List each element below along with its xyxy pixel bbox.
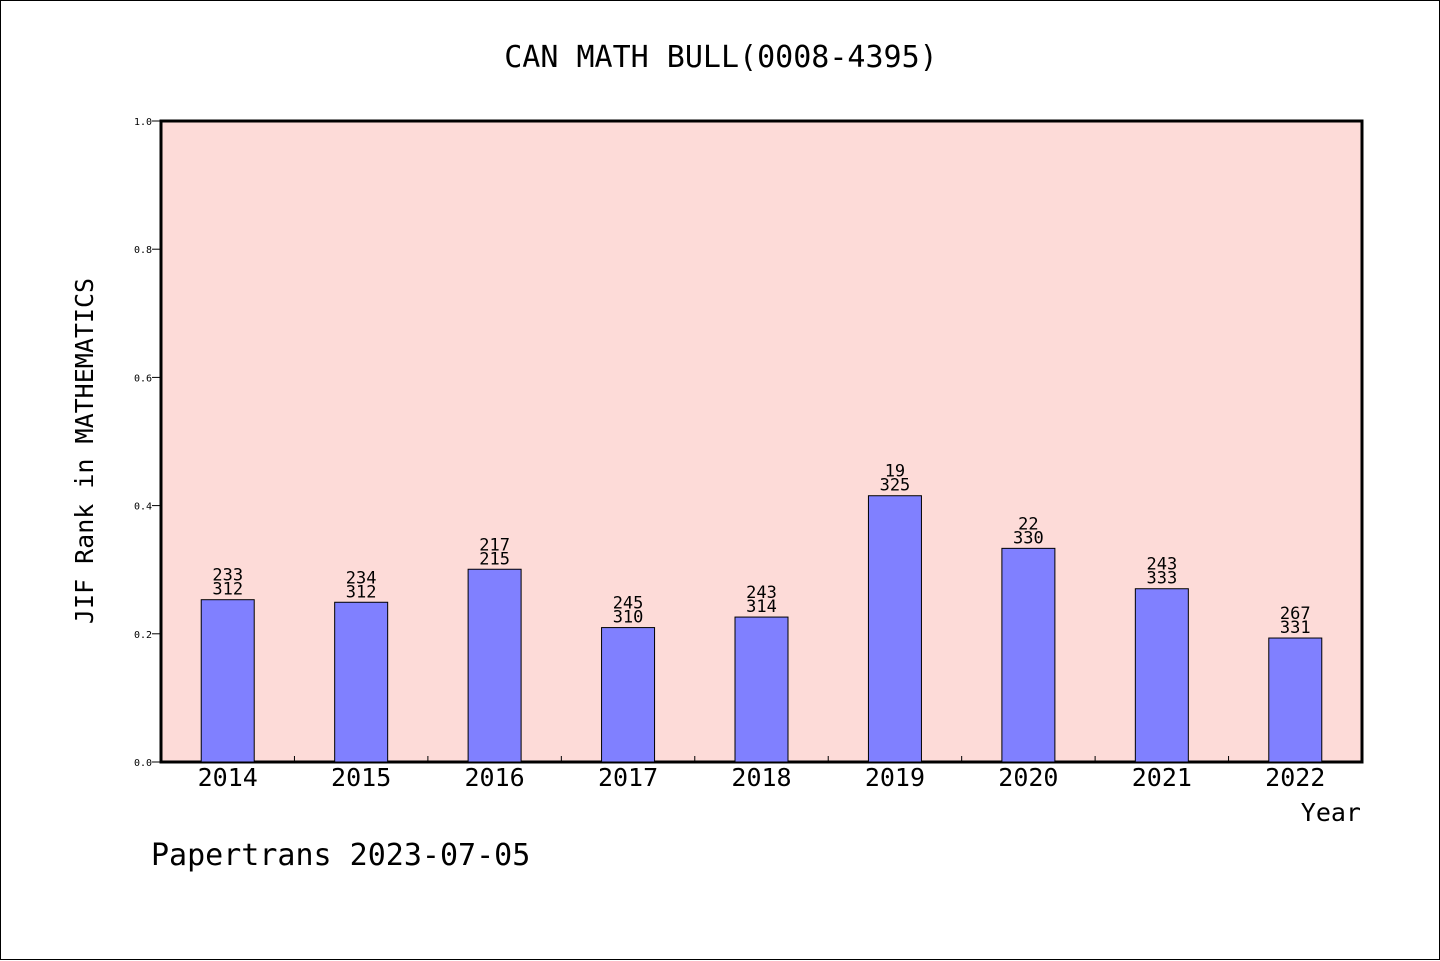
y-tick-label: 0.4 (134, 502, 152, 513)
y-axis-label: JIF Rank in MATHEMATICS (70, 278, 99, 624)
bar-rank-label: 19 (885, 462, 905, 482)
x-tick-label: 2018 (731, 763, 791, 792)
bar-2016 (467, 568, 522, 763)
bar-total-label: 330 (1013, 528, 1044, 548)
chart-title: CAN MATH BULL(0008-4395) (504, 40, 937, 75)
bar-total-label: 310 (613, 608, 644, 628)
bar-2022 (1268, 637, 1323, 763)
x-axis-label: Year (1301, 798, 1361, 827)
x-tick-label: 2014 (198, 763, 258, 792)
bar-rank-label: 267 (1280, 604, 1311, 624)
x-tick-label: 2016 (465, 763, 525, 792)
bar-2018 (734, 616, 789, 763)
y-tick-label: 1.0 (134, 117, 152, 128)
bar-rank-label: 234 (346, 568, 377, 588)
x-tick-label: 2022 (1265, 763, 1325, 792)
bars: 2333122343122172152453102433141932522330… (200, 462, 1323, 763)
x-axis: 2014 2015 2016 2017 2018 2019 2020 2021 2022 (198, 756, 1325, 792)
y-tick-label: 0.8 (134, 245, 152, 256)
bar-rank-label: 243 (1146, 555, 1177, 575)
y-tick-label: 0.6 (134, 373, 152, 384)
bar-2017 (601, 627, 656, 763)
bar-total-label: 312 (212, 580, 243, 600)
y-tick-label: 0.2 (134, 630, 152, 641)
x-tick-label: 2020 (998, 763, 1058, 792)
bar-total-label: 314 (746, 597, 777, 617)
y-tick-label: 0.0 (134, 758, 152, 769)
bar-total-label: 215 (479, 549, 510, 569)
bar-rank-label: 217 (479, 535, 510, 555)
bar-total-label: 312 (346, 582, 377, 602)
x-tick-label: 2017 (598, 763, 658, 792)
x-tick-label: 2019 (865, 763, 925, 792)
x-tick-label: 2015 (331, 763, 391, 792)
bar-total-label: 333 (1146, 569, 1177, 589)
bar-total-label: 325 (880, 476, 911, 496)
bar-2021 (1134, 588, 1189, 763)
bar-2019 (867, 495, 922, 763)
bar-total-label: 331 (1280, 618, 1311, 638)
y-axis: 0.0 0.2 0.4 0.6 0.8 1.0 (134, 117, 161, 769)
bar-2015 (334, 601, 389, 763)
bar-2020 (1001, 547, 1056, 763)
bar-rank-label: 22 (1018, 514, 1038, 534)
x-tick-label: 2021 (1132, 763, 1192, 792)
bar-2014 (200, 599, 255, 763)
bar-rank-label: 233 (212, 566, 243, 586)
bar-rank-label: 245 (613, 594, 644, 614)
bar-rank-label: 243 (746, 583, 777, 603)
footer-credit: Papertrans 2023-07-05 (151, 838, 530, 873)
